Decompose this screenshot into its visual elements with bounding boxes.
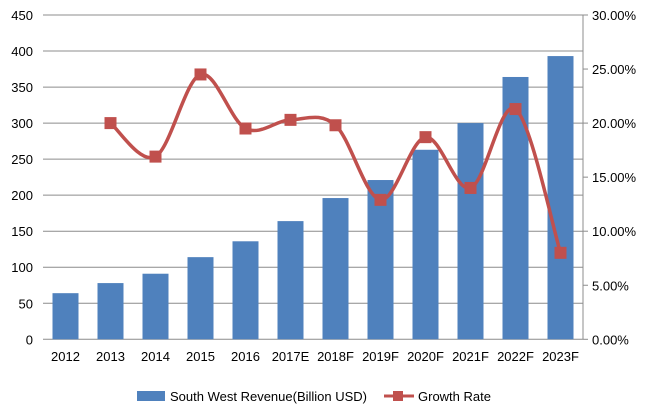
bar-2020F: [412, 149, 439, 340]
legend: South West Revenue(Billion USD) Growth R…: [137, 389, 491, 404]
bar-series: [52, 56, 574, 340]
x-tick-label: 2018F: [317, 349, 354, 364]
growth-marker-2020F: [419, 131, 432, 144]
growth-marker-2021F: [464, 181, 477, 194]
x-tick-label: 2016: [231, 349, 260, 364]
y-left-tick-label: 300: [11, 116, 33, 131]
line-series: [104, 68, 567, 259]
growth-marker-2018F: [329, 119, 342, 132]
growth-marker-2023F: [554, 246, 567, 259]
growth-marker-2022F: [509, 103, 522, 116]
y-right-tick-label: 10.00%: [592, 224, 637, 239]
y-left-tick-label: 150: [11, 224, 33, 239]
y-left-tick-label: 400: [11, 44, 33, 59]
growth-marker-2014: [149, 150, 162, 163]
x-tick-label: 2021F: [452, 349, 489, 364]
legend-bar-label: South West Revenue(Billion USD): [170, 389, 367, 404]
growth-marker-2013: [104, 117, 117, 130]
bar-2012: [52, 293, 79, 340]
x-tick-label: 2019F: [362, 349, 399, 364]
bar-2014: [142, 273, 169, 340]
y-right-tick-label: 5.00%: [592, 278, 629, 293]
growth-marker-2016: [239, 122, 252, 135]
legend-bar-swatch: [137, 391, 165, 401]
axes: 0 50 100 150 200 250 300 350 400 450 0.00% 5.00% 10.…: [11, 8, 636, 364]
bar-2023F: [547, 56, 574, 340]
growth-rate-line: [109, 72, 563, 254]
bar-2017E: [277, 221, 304, 340]
bar-2013: [97, 283, 124, 340]
x-tick-label: 2012: [51, 349, 80, 364]
y-left-tick-label: 350: [11, 80, 33, 95]
bar-2019F: [367, 180, 394, 340]
legend-line-marker: [393, 391, 403, 401]
y-right-tick-label: 30.00%: [592, 8, 637, 23]
growth-marker-2019F: [374, 193, 387, 206]
x-tick-label: 2017E: [272, 349, 310, 364]
y-right-tick-label: 0.00%: [592, 332, 629, 347]
x-tick-label: 2015: [186, 349, 215, 364]
y-left-tick-label: 200: [11, 188, 33, 203]
y-left-tick-label: 50: [19, 296, 33, 311]
x-tick-label: 2023F: [542, 349, 579, 364]
gridlines: [43, 14, 583, 340]
x-tick-label: 2020F: [407, 349, 444, 364]
y-left-tick-label: 450: [11, 8, 33, 23]
legend-line-label: Growth Rate: [418, 389, 491, 404]
growth-marker-2017E: [284, 113, 297, 126]
x-tick-label: 2014: [141, 349, 170, 364]
bar-2021F: [457, 123, 484, 340]
growth-marker-2015: [194, 68, 207, 81]
bar-2016: [232, 241, 259, 340]
x-tick-label: 2013: [96, 349, 125, 364]
y-right-tick-label: 25.00%: [592, 62, 637, 77]
x-tick-label: 2022F: [497, 349, 534, 364]
y-left-tick-label: 0: [26, 332, 33, 347]
bar-2022F: [502, 76, 529, 340]
y-left-tick-label: 250: [11, 152, 33, 167]
bar-2018F: [322, 198, 349, 340]
y-left-tick-label: 100: [11, 260, 33, 275]
y-right-tick-label: 20.00%: [592, 116, 637, 131]
bar-2015: [187, 257, 214, 340]
y-right-tick-label: 15.00%: [592, 170, 637, 185]
